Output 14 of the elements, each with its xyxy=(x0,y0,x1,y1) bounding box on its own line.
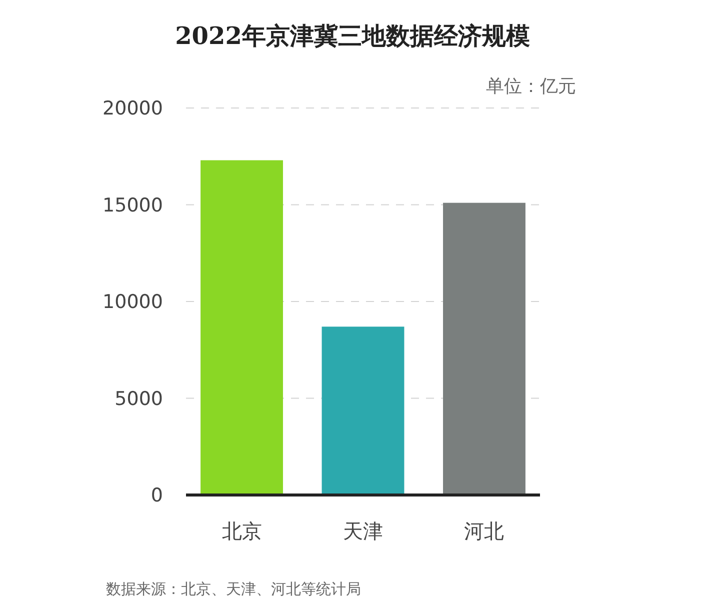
x-tick-label: 北京 xyxy=(222,519,262,543)
y-tick-label: 0 xyxy=(150,484,163,507)
y-tick-label: 10000 xyxy=(102,291,163,314)
bar xyxy=(200,160,283,495)
chart-title: 2022年京津冀三地数据经济规模 xyxy=(175,21,530,50)
text: 单位：亿元 xyxy=(486,76,576,97)
y-tick-label: 15000 xyxy=(102,194,163,216)
bar xyxy=(322,326,404,495)
x-tick-label: 河北 xyxy=(464,519,504,543)
y-tick-label: 20000 xyxy=(102,98,163,120)
y-tick-label: 5000 xyxy=(114,388,163,410)
bar xyxy=(443,202,526,495)
source-note: 数据来源：北京、天津、河北等统计局 xyxy=(106,580,361,598)
x-tick-label: 天津 xyxy=(343,519,383,543)
